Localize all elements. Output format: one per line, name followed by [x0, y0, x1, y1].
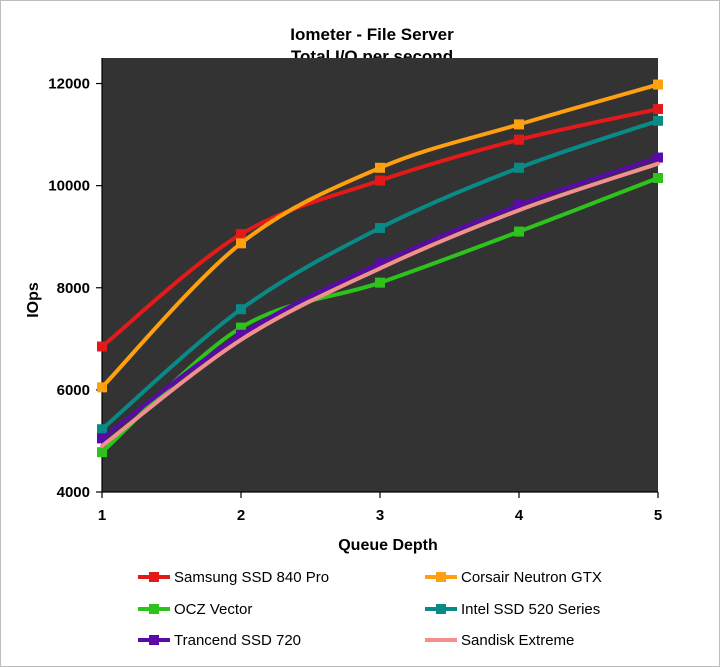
- series-3: [97, 115, 663, 435]
- data-point: [653, 115, 663, 126]
- legend-label: Samsung SSD 840 Pro: [174, 569, 329, 586]
- data-point: [514, 162, 524, 173]
- data-point: [236, 238, 246, 249]
- legend-item: Corsair Neutron GTX: [425, 569, 602, 586]
- series-5: [100, 161, 660, 448]
- series-1: [97, 79, 663, 393]
- y-tick-label: 4000: [57, 484, 90, 501]
- x-tick-label: 3: [376, 507, 384, 524]
- data-point: [97, 382, 107, 393]
- legend-marker: [149, 572, 159, 582]
- legend-marker: [149, 604, 159, 614]
- data-point: [236, 229, 246, 240]
- data-point: [653, 104, 663, 115]
- data-point: [97, 341, 107, 352]
- data-point: [514, 119, 524, 130]
- y-tick-label: 12000: [48, 76, 90, 93]
- series-4: [97, 152, 663, 444]
- y-axis: 4000 6000 8000 10000 12000: [48, 58, 103, 501]
- legend-marker: [436, 572, 446, 582]
- x-tick-label: 4: [515, 507, 524, 524]
- data-point: [653, 172, 663, 183]
- data-point: [375, 258, 385, 269]
- chart-title-line-1: Iometer - File Server: [290, 25, 454, 44]
- y-tick-label: 6000: [57, 382, 90, 399]
- data-point: [653, 152, 663, 163]
- data-point: [236, 304, 246, 315]
- data-point: [514, 200, 524, 211]
- legend-item: Samsung SSD 840 Pro: [138, 569, 329, 586]
- x-axis: 1 2 3 4 5: [98, 491, 662, 524]
- data-point: [236, 322, 246, 333]
- legend-marker: [149, 635, 159, 645]
- data-point: [97, 447, 107, 458]
- x-tick-label: 5: [654, 507, 662, 524]
- legend-label: Sandisk Extreme: [461, 632, 574, 649]
- data-point: [375, 277, 385, 288]
- data-point: [375, 223, 385, 234]
- series-line: [100, 161, 660, 448]
- data-point: [514, 226, 524, 237]
- x-tick-label: 1: [98, 507, 106, 524]
- data-point: [97, 433, 107, 444]
- legend-label: Intel SSD 520 Series: [461, 601, 600, 618]
- y-tick-label: 8000: [57, 280, 90, 297]
- data-point: [97, 424, 107, 435]
- legend: Samsung SSD 840 Pro Corsair Neutron GTX OC…: [138, 569, 602, 649]
- data-point: [514, 134, 524, 145]
- legend-item: Sandisk Extreme: [425, 632, 574, 649]
- legend-label: Corsair Neutron GTX: [461, 569, 602, 586]
- legend-item: Trancend SSD 720: [138, 632, 301, 649]
- legend-marker: [436, 604, 446, 614]
- legend-label: Trancend SSD 720: [174, 632, 301, 649]
- data-point: [375, 162, 385, 173]
- series-0: [97, 104, 663, 352]
- data-point: [653, 79, 663, 90]
- data-point: [375, 175, 385, 186]
- legend-item: OCZ Vector: [138, 601, 252, 618]
- x-axis-title: Queue Depth: [338, 537, 438, 554]
- series-layer: [97, 79, 663, 458]
- series-2: [97, 172, 663, 458]
- x-tick-label: 2: [237, 507, 245, 524]
- data-point: [236, 329, 246, 340]
- legend-item: Intel SSD 520 Series: [425, 601, 600, 618]
- legend-label: OCZ Vector: [174, 601, 252, 618]
- y-axis-title: IOps: [25, 282, 42, 318]
- y-tick-label: 10000: [48, 178, 90, 195]
